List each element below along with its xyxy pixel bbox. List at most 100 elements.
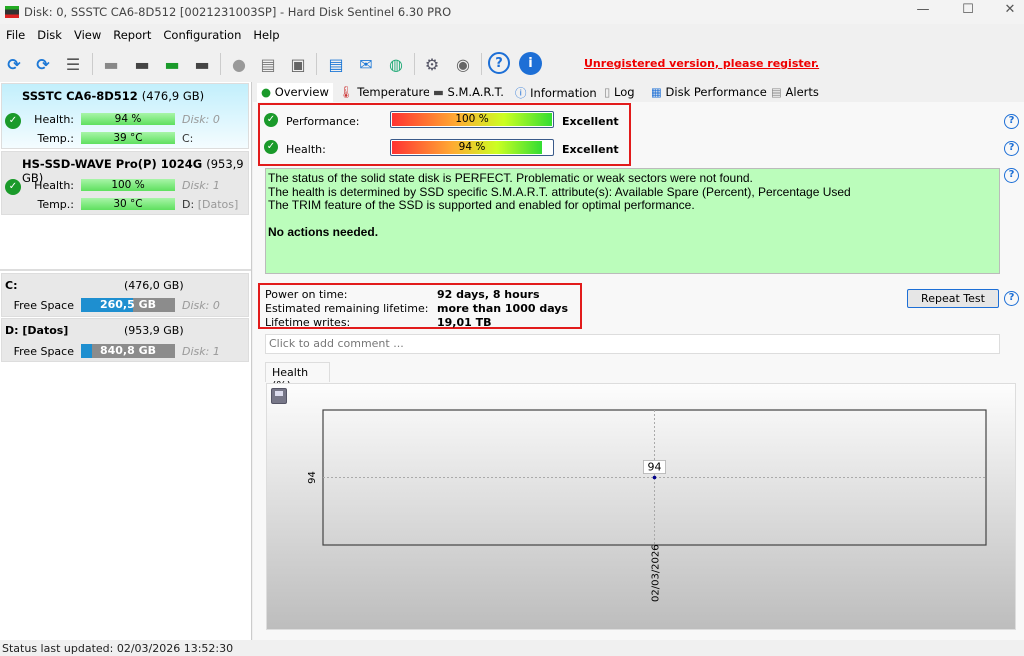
lifetime-label: Estimated remaining lifetime: — [265, 302, 429, 315]
data-point — [652, 475, 657, 480]
free-space-label: Free Space — [13, 345, 74, 358]
status-line: The health is determined by SSD specific… — [268, 184, 851, 199]
close-button[interactable]: ✕ — [1004, 2, 1016, 17]
status-bar: Status last updated: 02/03/2026 13:52:30 — [2, 642, 234, 655]
temp-label: Temp.: — [37, 198, 74, 211]
volume-card-c[interactable]: C: (476,0 GB) Free Space 260,5 GB Disk: … — [1, 273, 249, 317]
window-title: Disk: 0, SSSTC CA6-8D512 [0021231003SP] … — [24, 5, 452, 19]
writes-label: Lifetime writes: — [265, 316, 351, 329]
help-icon[interactable]: ? — [1004, 291, 1019, 306]
settings-icon[interactable]: ⚙ — [424, 54, 440, 74]
tab-temperature[interactable]: 🌡 Temperature — [335, 83, 435, 102]
volume-name: D: [Datos] — [5, 324, 69, 337]
free-space-label: Free Space — [13, 299, 74, 312]
repeat-test-button[interactable]: Repeat Test — [907, 289, 999, 308]
x-tick-label: 02/03/2026 — [651, 544, 662, 602]
health-bar: 94 % — [81, 113, 175, 125]
menu-disk[interactable]: Disk — [37, 28, 62, 42]
volume-card-d[interactable]: D: [Datos] (953,9 GB) Free Space 840,8 G… — [1, 318, 249, 362]
health-chart-panel: 94 02/03/2026 94 — [266, 383, 1016, 630]
health-label: Health: — [34, 179, 74, 192]
toolbar: ⟳ ⟳ ☰ ▬ ▬ ▬ ▬ ● ▤ ▣ ▤ ✉ ◍ ⚙ ◉ ? i — [0, 48, 1024, 78]
save-icon[interactable] — [271, 388, 287, 404]
menu-report[interactable]: Report — [113, 28, 152, 42]
health-bar: 94 % — [390, 139, 554, 156]
status-line: The status of the solid state disk is PE… — [268, 171, 753, 185]
disk-schedule-icon[interactable]: ▬ — [134, 54, 150, 74]
tab-log[interactable]: ▯ Log — [600, 83, 639, 102]
email-icon[interactable]: ✉ — [359, 54, 373, 74]
health-label: Health: — [286, 143, 326, 156]
disk-backup-icon[interactable]: ▣ — [290, 54, 306, 74]
disk-name: SSSTC CA6-8D512 — [22, 89, 138, 103]
help-icon[interactable]: ? — [1004, 168, 1019, 183]
disk-card-1[interactable]: HS-SSD-WAVE Pro(P) 1024G (953,9 GB) ✓ He… — [1, 151, 249, 215]
tab-disk-performance[interactable]: ▦ Disk Performance — [647, 83, 771, 102]
disk-surface-icon[interactable]: ▬ — [103, 54, 119, 74]
temp-label: Temp.: — [37, 132, 74, 145]
disk-transfer-icon[interactable]: ▤ — [260, 54, 276, 74]
data-label-box — [643, 460, 666, 474]
health-chart: 94 02/03/2026 94 — [307, 409, 987, 602]
refresh-warning-icon[interactable]: ⟳ — [36, 54, 50, 74]
refresh-icon[interactable]: ⟳ — [7, 54, 21, 74]
tab-alerts[interactable]: ▤ Alerts — [767, 83, 823, 102]
health-label: Health: — [34, 113, 74, 126]
disk-card-0[interactable]: SSSTC CA6-8D512 (476,9 GB) ✓ Health: 94 … — [1, 83, 249, 149]
performance-bar: 100 % — [390, 111, 554, 128]
minimize-button[interactable]: — — [916, 2, 930, 17]
disk-icon: ▬ — [433, 85, 444, 99]
drive-letter: C: — [182, 132, 194, 145]
disk-number: Disk: 1 — [182, 345, 220, 358]
menu-bar: File Disk View Report Configuration Help — [0, 26, 286, 46]
temp-bar: 30 °C — [81, 198, 175, 210]
maximize-button[interactable]: ☐ — [962, 2, 974, 17]
writes-value: 19,01 TB — [437, 316, 492, 329]
check-icon: ● — [261, 85, 272, 99]
disk-list-icon[interactable]: ☰ — [65, 54, 81, 74]
health-rating: Excellent — [562, 143, 619, 156]
comment-input[interactable]: Click to add comment ... — [265, 334, 1000, 354]
chart-icon: ▦ — [651, 85, 662, 99]
disk-number: Disk: 0 — [182, 113, 220, 126]
info-icon: ⓘ — [515, 86, 527, 100]
disk-gray-icon[interactable]: ● — [232, 54, 246, 74]
status-description: The status of the solid state disk is PE… — [265, 168, 1000, 274]
disk-list-panel: SSSTC CA6-8D512 (476,9 GB) ✓ Health: 94 … — [0, 82, 252, 640]
menu-view[interactable]: View — [73, 28, 102, 42]
tab-information[interactable]: ⓘ Information — [511, 83, 601, 102]
disk-number: Disk: 0 — [182, 299, 220, 312]
report-icon[interactable]: ▤ — [328, 54, 344, 74]
help-icon[interactable]: ? — [1004, 114, 1019, 129]
tab-smart[interactable]: ▬ S.M.A.R.T. — [429, 83, 508, 102]
health-bar: 100 % — [81, 179, 175, 191]
y-tick-label: 94 — [307, 471, 318, 484]
performance-rating: Excellent — [562, 115, 619, 128]
menu-file[interactable]: File — [6, 28, 26, 42]
data-label: 94 — [648, 461, 662, 474]
network-icon[interactable]: ◍ — [389, 54, 403, 74]
info-icon[interactable]: i — [519, 52, 542, 75]
menu-configuration[interactable]: Configuration — [163, 28, 242, 42]
thermometer-icon: 🌡 — [339, 85, 354, 99]
volume-name: C: — [5, 279, 18, 292]
check-icon: ✓ — [5, 179, 21, 195]
help-icon[interactable]: ? — [488, 52, 510, 74]
disk-name: HS-SSD-WAVE Pro(P) 1024G — [22, 157, 203, 171]
tab-overview[interactable]: ● Overview — [257, 83, 333, 102]
status-action: No actions needed. — [268, 224, 379, 239]
sound-icon[interactable]: ◉ — [456, 54, 470, 74]
disk-search-icon[interactable]: ▬ — [194, 54, 210, 74]
rating-highlight — [258, 103, 631, 166]
volume-label: [Datos] — [197, 198, 239, 211]
stats-highlight — [258, 283, 582, 329]
tab-health-chart[interactable]: Health (%) — [265, 362, 330, 392]
app-icon — [5, 6, 19, 18]
menu-help[interactable]: Help — [253, 28, 280, 42]
disk-verified-icon[interactable]: ▬ — [164, 54, 180, 74]
help-icon[interactable]: ? — [1004, 141, 1019, 156]
volume-size: (476,0 GB) — [124, 279, 184, 292]
register-link[interactable]: Unregistered version, please register. — [584, 57, 820, 70]
disk-size: (476,9 GB) — [141, 89, 205, 103]
power-on-value: 92 days, 8 hours — [437, 288, 540, 301]
